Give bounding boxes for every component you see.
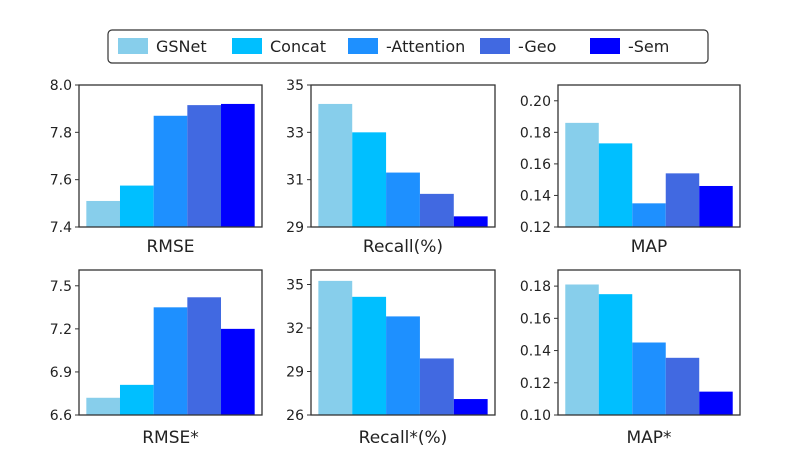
legend-swatch (348, 38, 378, 54)
y-tick-label: 26 (286, 408, 304, 424)
y-tick-label: 29 (286, 220, 304, 236)
subplot-rmse-star: 6.6 6.9 7.2 7.5 RMSE* (50, 269, 263, 448)
bar (632, 203, 666, 227)
bar (221, 103, 255, 227)
bar (318, 280, 353, 415)
y-tick-label: 0.16 (520, 157, 551, 173)
legend-swatch (590, 38, 620, 54)
y-tick-label: 31 (286, 173, 304, 189)
bar (119, 185, 154, 227)
bar (386, 172, 420, 227)
y-tick-label: 0.14 (520, 188, 551, 204)
axes-frame (78, 84, 263, 228)
bar (565, 122, 599, 227)
bar (632, 342, 666, 415)
bar (187, 297, 222, 415)
subplot-rmse: 7.4 7.6 7.8 8.0 RMSE (50, 78, 263, 257)
bar (699, 185, 733, 227)
y-tick-label: 35 (286, 278, 304, 294)
bar (86, 200, 120, 227)
legend-label: Concat (270, 37, 326, 56)
y-tick-label: 0.12 (520, 376, 551, 392)
legend-label: -Sem (628, 37, 669, 56)
legend-label: -Attention (386, 37, 465, 56)
bar (598, 294, 633, 415)
axes-frame (310, 269, 496, 416)
legend: GSNet Concat -Attention -Geo -Sem (107, 29, 709, 64)
y-tick-label: 0.18 (520, 125, 551, 141)
bar (318, 103, 353, 227)
y-tick-label: 0.20 (520, 94, 551, 110)
bar (119, 384, 154, 415)
bar (352, 296, 387, 415)
bar (565, 284, 599, 415)
x-axis-label: Recall(%) (363, 237, 443, 257)
subplot-map-star: 0.10 0.12 0.14 0.16 0.18 MAP* (520, 269, 741, 448)
y-tick-label: 32 (286, 321, 304, 337)
y-tick-label: 29 (286, 365, 304, 381)
bar (453, 216, 488, 227)
axes-frame (557, 269, 741, 416)
legend-swatch (480, 38, 510, 54)
axes-frame (310, 84, 496, 228)
y-tick-label: 7.5 (50, 279, 72, 295)
bar (352, 132, 387, 227)
x-axis-label: MAP (631, 237, 668, 257)
bar (221, 328, 255, 415)
x-axis-label: RMSE (146, 237, 194, 257)
x-axis-label: MAP* (626, 428, 671, 448)
legend-label: GSNet (156, 37, 207, 56)
y-tick-label: 7.6 (50, 173, 72, 189)
bar (699, 391, 733, 415)
y-tick-label: 33 (286, 125, 304, 141)
bar (386, 316, 420, 415)
y-tick-label: 6.6 (50, 408, 72, 424)
bar (665, 173, 700, 227)
axes-frame (78, 269, 263, 416)
y-tick-label: 0.16 (520, 311, 551, 327)
bar (153, 307, 188, 415)
subplot-recall-star: 26 29 32 35 Recall*(%) (286, 269, 496, 448)
legend-swatch (232, 38, 262, 54)
bar (453, 399, 488, 415)
y-tick-label: 7.2 (50, 322, 72, 338)
y-tick-label: 7.8 (50, 125, 72, 141)
bar (598, 143, 633, 227)
legend-label: -Geo (518, 37, 556, 56)
y-tick-label: 7.4 (50, 220, 72, 236)
subplot-recall: 29 31 33 35 Recall(%) (286, 78, 496, 257)
bar (665, 357, 700, 415)
bar (419, 193, 454, 227)
y-tick-label: 8.0 (50, 78, 72, 94)
bar (153, 115, 188, 227)
y-tick-label: 0.10 (520, 408, 551, 424)
x-axis-label: Recall*(%) (359, 428, 448, 448)
x-axis-label: RMSE* (142, 428, 199, 448)
y-tick-label: 35 (286, 78, 304, 94)
subplot-map: 0.12 0.14 0.16 0.18 0.20 MAP (520, 84, 741, 257)
bar (419, 358, 454, 415)
subplots: 7.47.67.88.0RMSE29313335Recall(%)0.120.1… (50, 78, 741, 448)
y-tick-label: 0.14 (520, 344, 551, 360)
y-tick-label: 0.12 (520, 220, 551, 236)
bar (86, 397, 120, 415)
y-tick-label: 6.9 (50, 365, 72, 381)
axes-frame (557, 84, 741, 228)
bar (187, 105, 222, 227)
y-tick-label: 0.18 (520, 279, 551, 295)
legend-swatch (118, 38, 148, 54)
